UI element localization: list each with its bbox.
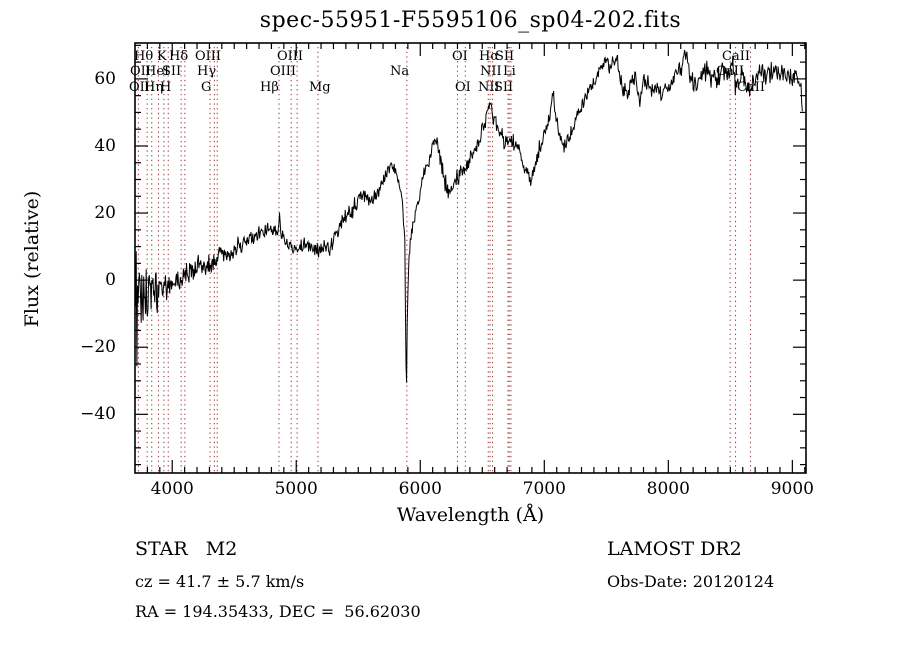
x-tick-label: 9000 — [770, 479, 814, 499]
feature-label: NII — [480, 64, 502, 79]
feature-label: OI — [452, 49, 468, 64]
object-class-text: STAR M2 — [135, 538, 238, 560]
plot-title: spec-55951-F5595106_sp04-202.fits — [259, 8, 682, 33]
feature-label: H — [160, 80, 172, 95]
y-tick-label: 20 — [94, 203, 116, 224]
feature-label: Hθ — [134, 49, 154, 64]
feature-label: NII — [478, 80, 500, 95]
obs-date-text: Obs-Date: 20120124 — [607, 572, 775, 591]
coords-text: RA = 194.35433, DEC = 56.62030 — [135, 602, 421, 621]
feature-label: OII — [129, 80, 150, 95]
feature-label: OIII — [195, 49, 222, 64]
feature-label: OIII — [277, 49, 304, 64]
feature-label: CaII — [737, 80, 765, 95]
feature-label: Hδ — [169, 49, 189, 64]
feature-label: Hγ — [197, 64, 217, 79]
feature-label: Li — [503, 64, 516, 79]
x-tick-label: 7000 — [522, 479, 566, 499]
y-tick-label: 40 — [94, 135, 116, 156]
feature-label: CaII — [722, 49, 750, 64]
y-tick-label: 60 — [94, 68, 116, 89]
y-tick-label: −40 — [80, 404, 116, 425]
feature-label: SII — [494, 80, 514, 95]
feature-label: Hα — [479, 49, 500, 64]
feature-label: OIII — [270, 64, 297, 79]
plot-frame — [134, 42, 807, 474]
cz-text: cz = 41.7 ± 5.7 km/s — [135, 572, 305, 591]
x-axis-label: Wavelength (Å) — [396, 504, 545, 526]
feature-label: OII — [130, 64, 151, 79]
x-tick-label: 8000 — [646, 479, 690, 499]
feature-label: G — [201, 80, 212, 95]
y-tick-label: −20 — [80, 337, 116, 358]
x-tick-label: 5000 — [274, 479, 318, 499]
feature-label: Mg — [309, 80, 331, 95]
feature-label: K — [157, 49, 167, 64]
feature-label: Hβ — [260, 80, 279, 95]
feature-label: SII — [162, 64, 182, 79]
feature-label: HeI — [145, 64, 170, 79]
feature-label: SII — [495, 49, 515, 64]
spectrum-line — [134, 49, 803, 383]
feature-label: Hη — [144, 80, 164, 95]
feature-label: CaII — [716, 64, 744, 79]
survey-text: LAMOST DR2 — [607, 538, 742, 560]
feature-label: Na — [390, 64, 410, 79]
feature-label: OI — [455, 80, 471, 95]
x-tick-label: 4000 — [150, 479, 194, 499]
y-tick-label: 0 — [105, 270, 116, 291]
x-tick-label: 6000 — [398, 479, 442, 499]
